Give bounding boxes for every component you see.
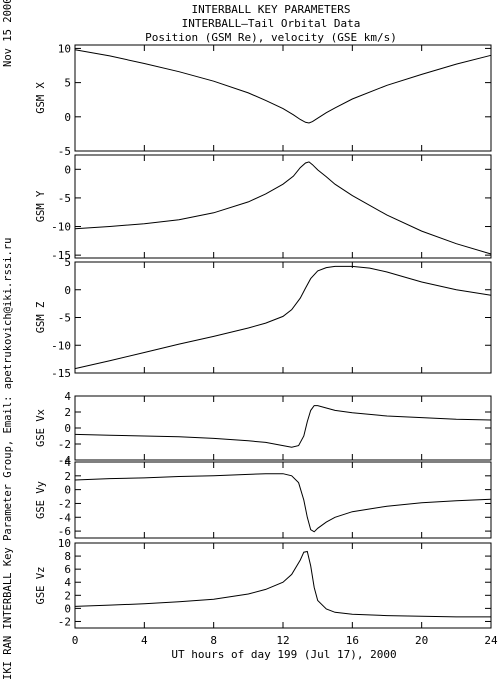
panel-gsm-x: 10 5 0 -5 GSM X — [35, 42, 492, 158]
credit-text: IKI RAN INTERBALL Key Parameter Group, E… — [2, 237, 14, 680]
gsm-z-ytick-label: 5 — [64, 256, 71, 269]
xtick-label: 4 — [141, 634, 148, 647]
gsm-x-ytick-label: 5 — [64, 77, 71, 90]
gse-vx-ytick-label: 4 — [64, 390, 71, 403]
panel-gsm-y: 0 -5 -10 -15 GSM Y — [35, 154, 492, 262]
x-axis-label: UT hours of day 199 (Jul 17), 2000 — [171, 648, 396, 661]
gse-vz-series-line — [74, 550, 491, 618]
gse-vx-series-line — [74, 405, 492, 448]
panels: 10 5 0 -5 GSM X 0 -5 -10 -15 GSM Y 5 0 -5 -10 -15 GSM Z… — [35, 42, 498, 647]
gsm-y-ytick-label: 0 — [64, 163, 71, 176]
gsm-z-ytick-label: 0 — [64, 284, 71, 297]
gsm-y-ytick-label: -15 — [51, 249, 71, 262]
gsm-x-ylabel: GSM X — [35, 82, 47, 114]
gse-vx-ytick-label: 0 — [64, 422, 71, 435]
x-axis: 0 4 8 12 16 20 24 — [72, 634, 498, 647]
gse-vx-ytick-label: -4 — [58, 454, 72, 467]
gse-vy-ytick-label: -6 — [58, 525, 71, 538]
gsm-x-ytick-label: 0 — [64, 111, 71, 124]
gse-vy-ytick-label: 4 — [64, 456, 71, 469]
date-stamp: Nov 15 2000 — [2, 0, 14, 67]
gsm-z-frame — [74, 261, 492, 374]
gsm-z-ytick-label: -15 — [51, 367, 71, 380]
title-line-1: INTERBALL KEY PARAMETERS — [192, 3, 351, 16]
gse-vx-frame — [74, 395, 492, 461]
gse-vz-ylabel: GSE Vz — [35, 567, 47, 605]
gse-vz-ytick-label: 10 — [58, 537, 71, 550]
gse-vz-ytick-label: 6 — [64, 563, 71, 576]
gse-vy-series-line — [74, 473, 492, 533]
gse-vy-ytick-label: -4 — [58, 511, 72, 524]
gsm-z-ylabel: GSM Z — [35, 302, 47, 334]
gse-vz-ytick-label: -2 — [58, 615, 71, 628]
xtick-label: 8 — [210, 634, 217, 647]
gsm-z-ytick-label: -10 — [51, 339, 71, 352]
gse-vx-ylabel: GSE Vx — [35, 409, 47, 447]
panel-gsm-z: 5 0 -5 -10 -15 GSM Z — [35, 256, 492, 380]
title-line-3: Position (GSM Re), velocity (GSE km/s) — [145, 31, 397, 44]
gsm-z-series-line — [74, 265, 492, 370]
gsm-y-ytick-label: -10 — [51, 221, 71, 234]
title-line-2: INTERBALL–Tail Orbital Data — [182, 17, 361, 30]
gse-vz-ytick-label: 2 — [64, 589, 71, 602]
gsm-y-series-line — [74, 161, 492, 255]
gsm-x-frame — [74, 44, 492, 152]
gse-vy-ytick-label: 2 — [64, 470, 71, 483]
xtick-label: 20 — [415, 634, 428, 647]
gse-vx-ytick-label: 2 — [64, 406, 71, 419]
gse-vy-ytick-label: 0 — [64, 484, 71, 497]
xtick-label: 12 — [276, 634, 289, 647]
gse-vz-ytick-label: 0 — [64, 602, 71, 615]
gsm-x-ytick-label: -5 — [58, 145, 71, 158]
gse-vz-ytick-label: 4 — [64, 576, 71, 589]
gsm-z-ytick-label: -5 — [58, 312, 71, 325]
gsm-x-series-line — [74, 49, 492, 124]
gse-vz-ytick-label: 8 — [64, 550, 71, 563]
xtick-label: 0 — [72, 634, 79, 647]
gse-vz-frame — [74, 542, 492, 629]
xtick-label: 24 — [484, 634, 498, 647]
gsm-x-ytick-label: 10 — [58, 42, 71, 55]
gse-vy-ylabel: GSE Vy — [35, 481, 47, 519]
gsm-y-ylabel: GSM Y — [35, 190, 47, 222]
gsm-y-ytick-label: -5 — [58, 192, 71, 205]
gse-vx-ytick-label: -2 — [58, 438, 71, 451]
gse-vy-ytick-label: -2 — [58, 497, 71, 510]
gsm-y-frame — [74, 154, 492, 259]
panel-gse-vx: 4 2 0 -2 -4 GSE Vx — [35, 390, 492, 467]
xtick-label: 16 — [346, 634, 359, 647]
